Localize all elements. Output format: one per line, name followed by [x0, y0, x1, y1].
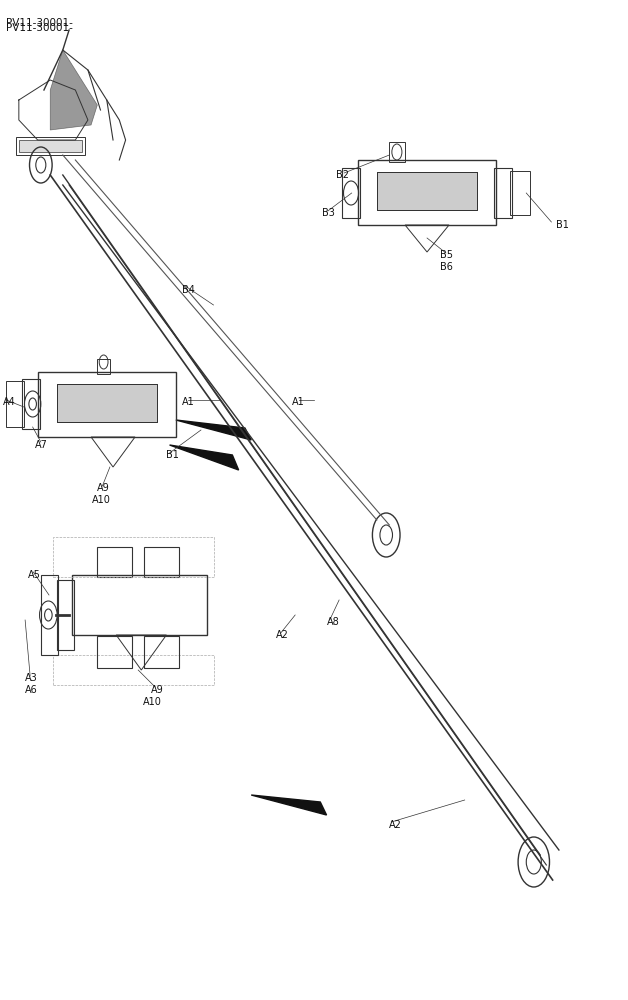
Bar — [377, 172, 477, 210]
Bar — [57, 384, 157, 422]
Text: A3: A3 — [25, 673, 38, 683]
Text: B4: B4 — [182, 285, 195, 295]
Bar — [389, 142, 405, 162]
Bar — [53, 655, 214, 685]
Bar — [53, 537, 214, 577]
Text: A9: A9 — [151, 685, 163, 695]
Polygon shape — [176, 420, 251, 440]
Bar — [342, 168, 360, 218]
Text: A1: A1 — [292, 397, 305, 407]
Text: A10: A10 — [92, 495, 111, 505]
Text: PV11-30001-: PV11-30001- — [6, 18, 73, 28]
Bar — [22, 379, 40, 429]
Bar — [72, 575, 207, 635]
Bar — [6, 381, 24, 427]
Bar — [377, 172, 477, 210]
Polygon shape — [50, 50, 97, 130]
Text: B3: B3 — [322, 208, 335, 218]
Bar — [97, 547, 132, 577]
Text: A6: A6 — [25, 685, 38, 695]
Text: A7: A7 — [35, 440, 48, 450]
Text: B1: B1 — [166, 450, 180, 460]
Bar — [510, 171, 530, 215]
Bar — [144, 547, 179, 577]
Bar — [358, 160, 496, 225]
Bar — [57, 580, 74, 650]
Bar — [97, 359, 110, 374]
Text: A1: A1 — [182, 397, 195, 407]
Bar — [144, 636, 179, 668]
Bar — [16, 137, 85, 155]
Text: A2: A2 — [389, 820, 403, 830]
Bar — [97, 636, 132, 668]
Bar — [38, 372, 176, 437]
Polygon shape — [251, 795, 327, 815]
Bar — [19, 140, 82, 152]
Text: PV11-30001-: PV11-30001- — [6, 23, 73, 33]
Text: B5: B5 — [440, 250, 453, 260]
Text: A5: A5 — [28, 570, 41, 580]
Text: A10: A10 — [143, 697, 162, 707]
Polygon shape — [170, 445, 239, 470]
Text: A9: A9 — [97, 483, 110, 493]
Text: B6: B6 — [440, 262, 453, 272]
Bar — [57, 384, 157, 422]
Text: A8: A8 — [327, 617, 339, 627]
Text: B1: B1 — [556, 220, 569, 230]
Text: A2: A2 — [276, 630, 290, 640]
Bar — [494, 168, 512, 218]
Text: A4: A4 — [3, 397, 16, 407]
Bar — [41, 575, 58, 655]
Text: B2: B2 — [336, 170, 349, 180]
